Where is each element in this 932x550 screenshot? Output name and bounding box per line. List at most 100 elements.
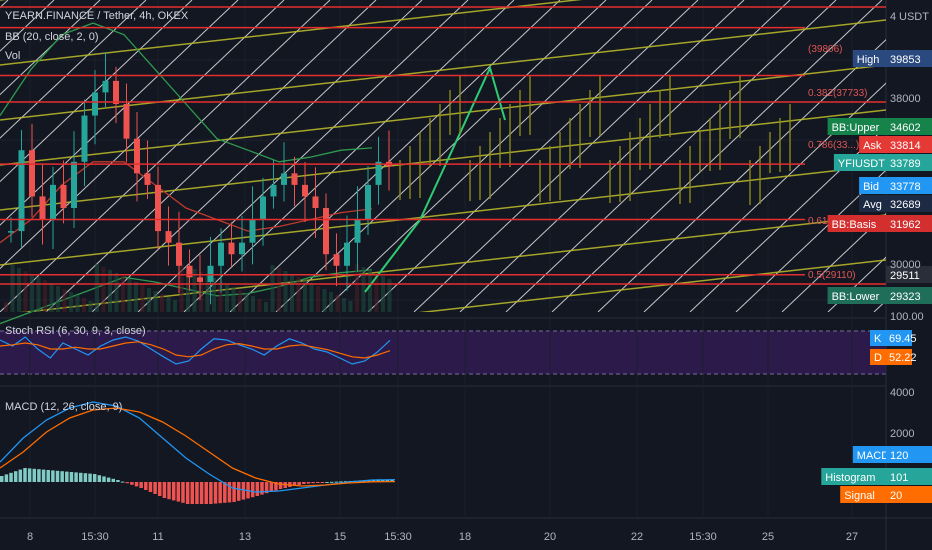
macd-label-value-1: 101 [890,472,908,484]
macd-hist-bar-6-2 [148,482,153,492]
volume-bar-53 [348,301,353,312]
macd-hist-bar-1-3 [37,469,41,482]
volume-bar-19 [127,279,132,312]
macd-label-value-0: 120 [890,450,908,462]
macd-label-value-bg-1 [886,468,932,485]
price-label-name-2: Ask [863,140,882,152]
price-label-name-4: Bid [863,181,879,193]
volume-bar-0 [4,302,8,312]
macd-hist-bar-2-0 [46,470,50,482]
macd-hist-bar-6-1 [144,482,148,490]
fib-label-2: 0.786(33...) [808,140,859,151]
macd-hist-bar-12-0 [278,482,283,489]
macd-hist-bar-5-2 [125,482,129,484]
candle-body-20 [218,242,224,266]
fan-line-24 [735,169,886,312]
fan-line-11 [137,0,469,312]
candle-body-30 [323,208,329,255]
volume-bar-28 [186,266,190,312]
volume-bar-14 [95,264,99,312]
stoch-band [0,331,886,374]
macd-title[interactable]: MACD (12, 26, close, 9) [5,401,122,413]
time-label-4: 15 [334,531,346,543]
volume-bar-27 [179,263,184,312]
volume-bar-15 [101,267,106,312]
price-label-name-6: BB:Basis [832,219,877,231]
macd-hist-bar-12-4 [297,482,301,485]
macd-hist-bar-0-4 [18,469,23,482]
fan-line-8 [0,0,331,312]
candle-body-29 [312,196,319,208]
macd-hist-bar-10-1 [237,482,241,501]
volume-bar-48 [316,286,320,312]
macd-label-name-bg-1 [821,468,886,485]
candle-body-24 [260,196,266,220]
macd-hist-bar-0-3 [13,471,18,482]
candle-body-7 [81,115,88,162]
fan-line-4 [0,0,147,139]
fan-line-19 [505,0,837,312]
volume-bar-21 [140,285,145,312]
price-unit: USDT [899,11,929,23]
candle-body-25 [270,184,277,197]
vol-legend[interactable]: Vol [5,50,20,62]
candle-body-9 [102,80,109,93]
bb-legend[interactable]: BB (20, close, 2, 0) [5,31,99,43]
macd-label-value-2: 20 [890,490,902,502]
volume-bar-56 [368,270,372,312]
macd-hist-bar-3-3 [83,473,88,482]
price-label-name-bg-3 [833,154,886,171]
candle-body-28 [302,184,308,197]
fan-line-20 [551,0,883,312]
volume-bar-41 [270,265,275,312]
candle-body-13 [144,173,151,185]
macd-hist-bar-7-3 [176,482,181,502]
price-label-value-bg-8 [886,287,932,304]
macd-hist-bar-5-4 [134,482,139,487]
macd-label-value-bg-0 [886,446,932,463]
macd-hist-bar-0-1 [4,474,9,482]
macd-hist-bar-1-0 [23,468,27,482]
price-tick-top: 4 [890,11,896,23]
stoch-title[interactable]: Stoch RSI (6, 30, 9, 3, close) [5,325,146,337]
volume-bar-31 [205,275,210,312]
price-label-value-0: 39853 [890,54,921,66]
candle-body-17 [186,265,193,278]
volume-bar-55 [361,267,366,312]
macd-pane [0,401,396,504]
volume-bar-8 [56,286,60,312]
macd-label-value-bg-2 [886,486,932,503]
volume-bar-47 [309,283,314,312]
volume-bar-10 [69,292,73,312]
volume-bar-12 [82,298,86,312]
candle-body-35 [375,161,382,185]
macd-hist-bar-7-0 [162,482,167,498]
macd-hist-bar-8-4 [204,482,208,504]
symbol-title[interactable]: YEARN.FINANCE / Tether, 4h, OKEX [5,10,189,22]
stoch-k-badge [870,330,912,346]
candle-body-15 [165,231,172,243]
price-label-name-5: Avg [863,199,882,211]
macd-hist-bar-1-4 [41,469,46,482]
volume-bar-50 [329,292,333,312]
macd-hist-bar-12-3 [292,482,297,486]
macd-hist-bar-13-4 [320,482,325,483]
volume-bar-22 [147,288,151,312]
price-label-value-8: 29323 [890,291,921,303]
macd-hist-bar-13-2 [311,482,315,484]
candle-body-6 [71,161,77,208]
macd-hist-bar-15-4 [367,480,371,482]
fib-levels [0,6,886,285]
macd-hist-bar-4-4 [111,478,116,482]
candle-body-0 [8,231,14,233]
macd-hist-bar-8-0 [185,482,190,504]
macd-label-name-1: Histogram [825,472,875,484]
candle-body-4 [50,184,56,220]
macd-hist-bar-8-3 [199,482,204,504]
volume-bar-23 [153,291,158,312]
volume-bar-32 [212,278,216,312]
price-label-name-0: High [857,54,880,66]
price-label-name-1: BB:Upper [832,122,880,134]
volume-bars [4,263,392,312]
